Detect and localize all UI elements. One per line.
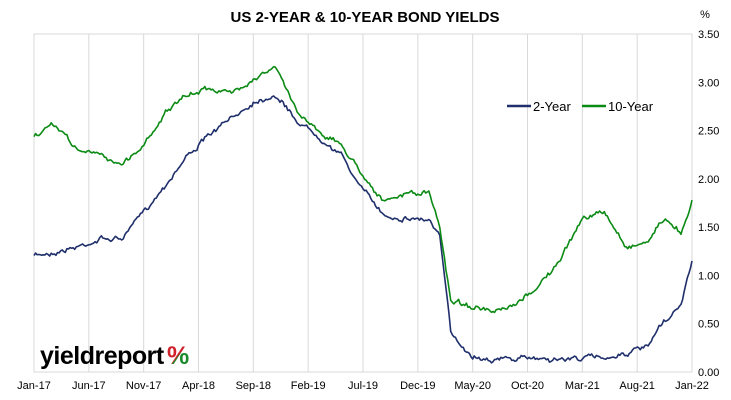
series-line-ten-year [33,65,693,314]
legend-label: 10-Year [608,99,654,114]
x-tick-label: Nov-17 [126,380,161,392]
x-axis-ticks: Jan-17 Jun-17 Nov-17 Apr-18 Sep-18 Feb-19 Jul-… [17,380,709,392]
y-tick-label: 3.00 [698,77,719,89]
x-tick-label: Sep-18 [236,380,271,392]
x-tick-label: Jul-19 [348,380,378,392]
logo-wordmark: yieldreport [40,342,165,370]
x-tick-label: Feb-19 [291,380,326,392]
x-tick-label: Apr-18 [182,380,215,392]
x-tick-label: Oct-20 [511,380,544,392]
x-tick-label: Dec-19 [400,380,435,392]
y-axis-unit: % [700,9,710,21]
y-tick-label: 0.50 [698,319,719,331]
y-axis-ticks: 0.00 0.50 1.00 1.50 2.00 2.50 3.00 3.50 [698,29,719,379]
x-tick-label: Jan-17 [17,380,51,392]
y-tick-label: 3.50 [698,29,719,41]
vertical-grid [88,34,638,372]
y-tick-label: 2.50 [698,126,719,138]
y-tick-label: 1.00 [698,270,719,282]
legend-label: 2-Year [533,99,571,114]
series-line-two-year [33,95,693,364]
chart-title: US 2-YEAR & 10-YEAR BOND YIELDS [231,9,500,26]
legend: 2-Year 10-Year [507,99,654,114]
series-layer [33,65,693,364]
logo-percent-symbol: % [167,342,189,370]
x-tick-label: Jun-17 [72,380,106,392]
x-tick-label: Jan-22 [675,380,709,392]
yieldreport-logo: yieldreport % [40,342,189,370]
y-tick-label: 0.00 [698,367,719,379]
x-tick-label: Aug-21 [619,380,654,392]
x-tick-label: Mar-21 [565,380,600,392]
y-tick-label: 2.00 [698,174,719,186]
x-tick-label: May-20 [454,380,491,392]
y-tick-label: 1.50 [698,222,719,234]
